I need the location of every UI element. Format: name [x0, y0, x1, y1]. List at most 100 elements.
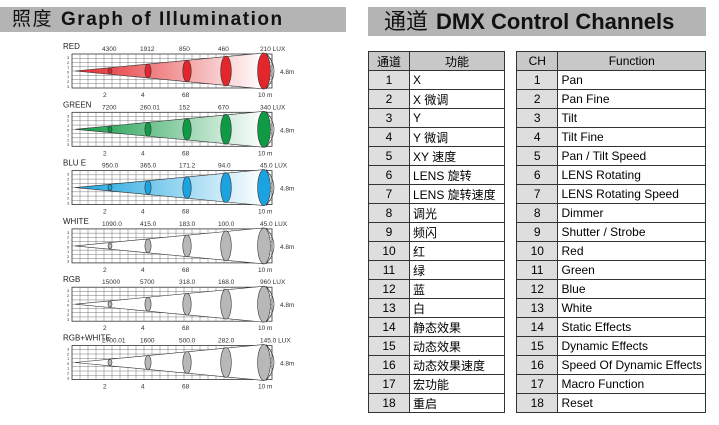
- table-cell: Dimmer: [557, 203, 706, 223]
- lux-label: 7200: [102, 104, 117, 111]
- svg-text:2: 2: [67, 137, 70, 142]
- table-row: 6 LENS 旋转: [368, 165, 505, 185]
- table-cell: 8: [515, 203, 559, 223]
- beam-spot: [257, 111, 271, 148]
- beam-spot: [220, 114, 232, 145]
- table-cell: 2: [515, 89, 559, 109]
- beam-spot: [144, 122, 152, 137]
- beam-spot: [257, 344, 271, 381]
- table-cell: 9: [515, 222, 559, 242]
- svg-text:2: 2: [67, 351, 70, 356]
- table-row: 6 LENS Rotating: [515, 165, 706, 185]
- beam-spot: [182, 118, 192, 141]
- lux-label: 460: [218, 46, 229, 53]
- diameter-label: 4.8m: [280, 127, 294, 134]
- table-cell: Pan Fine: [557, 89, 706, 109]
- lux-label: 171.2: [179, 163, 196, 170]
- table-row: 3 Tilt: [515, 108, 706, 128]
- distance-label: 10 m: [258, 267, 272, 274]
- table-cell: 17: [368, 374, 410, 394]
- table-cell: 动态效果速度: [409, 355, 505, 375]
- table-row: 9 频闪: [368, 222, 505, 242]
- diameter-label: 4.8m: [280, 244, 294, 251]
- svg-text:2: 2: [67, 60, 70, 65]
- table-row: 11 绿: [368, 260, 505, 280]
- svg-text:1: 1: [67, 298, 70, 303]
- table-header-row: CH Function: [515, 51, 706, 71]
- svg-text:2: 2: [67, 312, 70, 317]
- svg-text:2: 2: [67, 371, 70, 376]
- table-cell: LENS 旋转: [409, 165, 505, 185]
- table-cell: 4: [515, 127, 559, 147]
- svg-text:1: 1: [67, 307, 70, 312]
- table-cell: 蓝: [409, 279, 505, 299]
- beam-spot: [257, 169, 271, 206]
- distance-label: 4: [141, 325, 145, 332]
- lux-label: 100.0: [218, 221, 235, 228]
- lux-label: 4300: [102, 46, 117, 53]
- distance-label: 4: [141, 267, 145, 274]
- beam-spot: [220, 288, 232, 320]
- table-cell: 11: [368, 260, 410, 280]
- table-cell: 4: [368, 127, 410, 147]
- svg-text:3: 3: [67, 230, 70, 235]
- distance-label: 68: [182, 209, 190, 216]
- table-cell: 1: [515, 70, 559, 90]
- lux-label: 45.0 LUX: [260, 221, 288, 228]
- beam-spot: [107, 242, 113, 250]
- diameter-arc: [265, 344, 275, 381]
- beam-spot: [182, 351, 192, 374]
- beam-spot: [144, 296, 152, 312]
- lux-label: 45.0 LUX: [260, 163, 288, 170]
- lux-label: 94.0: [218, 163, 231, 170]
- table-cell: 18: [368, 393, 410, 413]
- table-cell: 动态效果: [409, 336, 505, 356]
- table-row: 16 动态效果速度: [368, 355, 505, 375]
- lux-label: 5700: [140, 279, 155, 286]
- graph-label: BLU E: [63, 159, 86, 168]
- beam-spot: [257, 285, 271, 323]
- distance-label: 2: [103, 267, 107, 274]
- beam-spot: [144, 63, 152, 79]
- table-cell: 11: [515, 260, 559, 280]
- graph-label: RED: [63, 42, 80, 51]
- svg-text:0: 0: [67, 361, 70, 366]
- table-row: 2 Pan Fine: [515, 89, 706, 109]
- beam-spot: [220, 230, 232, 262]
- table-row: 5 XY 速度: [368, 146, 505, 166]
- beam-spot: [182, 292, 192, 316]
- table-cell: X: [409, 70, 505, 90]
- svg-text:1: 1: [67, 240, 70, 245]
- distance-label: 68: [182, 325, 190, 332]
- diameter-label: 4.8m: [280, 302, 294, 309]
- svg-text:1: 1: [67, 181, 70, 186]
- svg-text:3: 3: [67, 55, 70, 60]
- lux-label: 1912: [140, 46, 155, 53]
- table-cell: 17: [515, 374, 559, 394]
- graph-label: WHITE: [63, 217, 89, 226]
- table-cell: 2: [368, 89, 410, 109]
- graph-of-illumination-header: 照度 Graph of Illumination: [0, 7, 346, 32]
- table-cell: Y 微调: [409, 127, 505, 147]
- table-row: 14 Static Effects: [515, 317, 706, 337]
- beam-spot: [220, 172, 232, 203]
- table-cell: Tilt: [557, 108, 706, 128]
- lux-label: 260.01: [140, 104, 160, 111]
- table-cell: 13: [368, 298, 410, 318]
- svg-text:2: 2: [67, 176, 70, 181]
- table-row: 18 Reset: [515, 393, 706, 413]
- beam-spot: [220, 347, 232, 378]
- lux-label: 670: [218, 104, 229, 111]
- table-cell: 6: [368, 165, 410, 185]
- lux-label: 340 LUX: [260, 104, 286, 111]
- table-row: 5 Pan / Tilt Speed: [515, 146, 706, 166]
- table-cell: 频闪: [409, 222, 505, 242]
- svg-text:3: 3: [67, 200, 70, 205]
- table-row: 10 红: [368, 241, 505, 261]
- channel-table-cn: 通道 功能 1 X 2 X 微调 3 Y 4 Y 微调 5 XY 速度 6 LENS 旋转 7 LENS 旋转…: [368, 51, 505, 413]
- table-cell: 6: [515, 165, 559, 185]
- lux-label: 210 LUX: [260, 46, 286, 53]
- distance-label: 4: [141, 150, 145, 157]
